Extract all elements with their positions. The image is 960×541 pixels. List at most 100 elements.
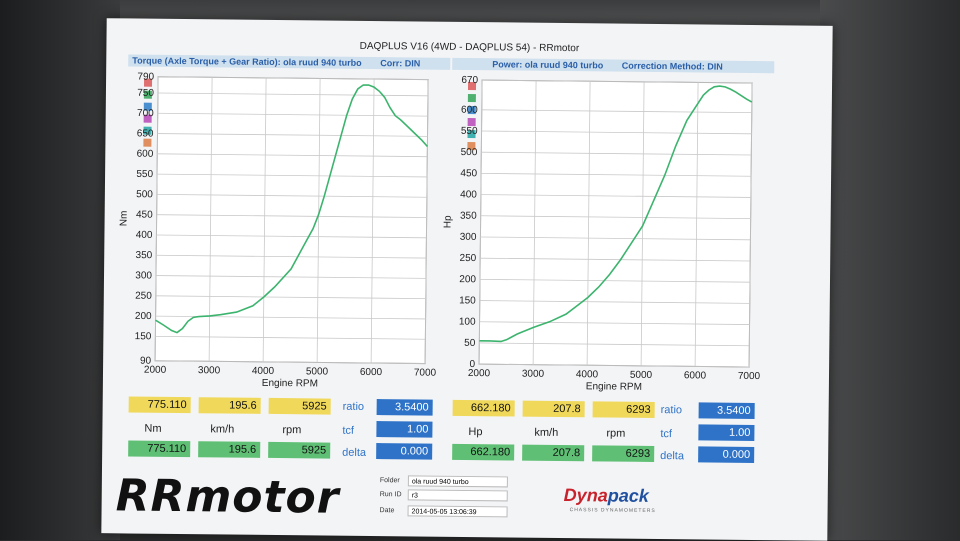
power-ytick-label: 350: [460, 211, 477, 222]
power-ygrid: [479, 363, 750, 368]
torque-xtick-label: 2000: [144, 365, 167, 376]
power-ytick-label: 250: [459, 253, 476, 264]
ratio-value-left: 3.5400: [376, 399, 433, 416]
torque-ytick-label: 500: [136, 189, 153, 200]
power-ytick-label: 50: [464, 338, 476, 349]
tcf-label-left: tcf: [342, 424, 355, 437]
logo-dynapack-subtitle: CHASSIS DYNAMOMETERS: [569, 507, 656, 514]
power-ygrid: [482, 79, 753, 84]
power-legend-swatch: [467, 141, 476, 151]
power-ygrid: [481, 109, 752, 114]
power-ylabel: Hp: [443, 215, 454, 228]
power-ygrid: [481, 130, 752, 135]
torque-xtick-label: 6000: [360, 367, 383, 378]
delta-value-right: 0.000: [698, 446, 755, 464]
tcf-value-right: 1.00: [698, 424, 755, 442]
power-ygrid: [481, 151, 752, 156]
unit-hp: Hp: [468, 426, 483, 439]
torque-ytick-label: 150: [135, 331, 152, 342]
unit-nm: Nm: [144, 422, 162, 435]
torque-ygrid: [155, 295, 426, 300]
logo-pack-text: pack: [607, 485, 649, 506]
power-current-speed: 207.8: [522, 444, 585, 462]
torque-legend-swatch: [143, 126, 152, 135]
power-ytick-label: 200: [459, 274, 476, 285]
power-legend-swatch: [467, 93, 476, 103]
torque-speed-value: 195.6: [198, 397, 261, 414]
power-ytick-label: 600: [461, 105, 478, 116]
tcf-value-left: 1.00: [376, 421, 433, 438]
power-xtick-label: 4000: [576, 369, 599, 380]
power-current-value: 662.180: [452, 443, 515, 461]
torque-ytick-label: 790: [137, 72, 154, 83]
torque-legend-swatch: [143, 114, 152, 123]
power-legend-swatch: [467, 117, 476, 127]
power-ygrid: [479, 321, 750, 325]
power-ytick-label: 300: [460, 232, 477, 243]
torque-ytick-label: 250: [135, 291, 152, 302]
torque-ygrid: [156, 254, 427, 259]
torque-xlabel: Engine RPM: [262, 378, 318, 390]
torque-xgrid: [370, 79, 375, 364]
unit-kmh-right: km/h: [534, 426, 559, 439]
torque-legend-swatch: [144, 78, 153, 87]
folder-label: Folder: [379, 477, 400, 485]
torque-xgrid: [424, 79, 429, 364]
torque-xgrid: [208, 77, 213, 362]
power-current-rpm: 6293: [592, 445, 655, 462]
torque-ygrid: [157, 112, 428, 117]
folder-field: ola ruud 940 turbo: [407, 475, 508, 488]
torque-legend-swatch: [143, 90, 152, 99]
torque-ytick-label: 350: [135, 250, 152, 261]
dyno-sheet: DAQPLUS V16 (4WD - DAQPLUS 54) - RRmotor…: [101, 18, 833, 541]
torque-xtick-label: 4000: [252, 366, 275, 377]
torque-ytick-label: 200: [135, 311, 152, 322]
power-ytick-label: 670: [461, 75, 478, 86]
power-xgrid: [586, 81, 591, 366]
power-peak-value: 662.180: [452, 399, 515, 417]
power-legend-swatch: [467, 105, 476, 115]
torque-ytick-label: 650: [137, 128, 154, 139]
power-ytick-label: 100: [459, 317, 476, 328]
power-legend-swatch: [467, 82, 477, 91]
power-ytick-label: 500: [461, 147, 478, 158]
power-header-corr: Correction Method: DIN: [621, 60, 723, 72]
torque-legend-swatch: [143, 102, 152, 111]
torque-ygrid: [157, 153, 428, 158]
power-xgrid: [478, 80, 483, 365]
torque-ytick-label: 550: [136, 169, 153, 180]
torque-current-speed: 195.6: [198, 441, 261, 458]
torque-ygrid: [156, 214, 427, 218]
background-right: [820, 0, 960, 540]
unit-kmh-left: km/h: [210, 423, 235, 436]
torque-ygrid: [155, 335, 426, 340]
power-xgrid: [640, 81, 645, 366]
torque-header-label: Torque (Axle Torque + Gear Ratio): ola r…: [132, 55, 362, 68]
unit-rpm-right: rpm: [606, 427, 626, 440]
power-xtick-label: 5000: [630, 370, 653, 381]
power-header-label: Power: ola ruud 940 turbo: [492, 59, 604, 71]
torque-xgrid: [316, 78, 321, 363]
page-title: DAQPLUS V16 (4WD - DAQPLUS 54) - RRmotor: [359, 40, 580, 55]
power-xtick-label: 7000: [738, 371, 761, 382]
ratio-value-right: 3.5400: [698, 402, 755, 420]
torque-legend-swatch: [143, 138, 152, 147]
torque-header-corr: Corr: DIN: [380, 58, 421, 69]
torque-header: Torque (Axle Torque + Gear Ratio): ola r…: [128, 54, 451, 70]
delta-value-left: 0.000: [376, 443, 433, 460]
torque-xtick-label: 5000: [306, 366, 329, 377]
delta-label-right: delta: [660, 450, 685, 463]
power-curve: [479, 85, 753, 343]
power-ygrid: [480, 236, 751, 241]
torque-ygrid: [157, 173, 428, 178]
logo-rrmotor: RRmotor: [115, 470, 340, 524]
power-ygrid: [479, 342, 750, 347]
torque-ygrid: [156, 275, 427, 279]
power-legend-swatch: [467, 129, 476, 139]
torque-ylabel: Nm: [119, 211, 130, 227]
power-xtick-label: 3000: [522, 369, 545, 380]
torque-ygrid: [155, 360, 426, 364]
power-xgrid: [694, 82, 699, 367]
unit-rpm-left: rpm: [282, 424, 302, 437]
torque-current-rpm: 5925: [268, 441, 331, 459]
